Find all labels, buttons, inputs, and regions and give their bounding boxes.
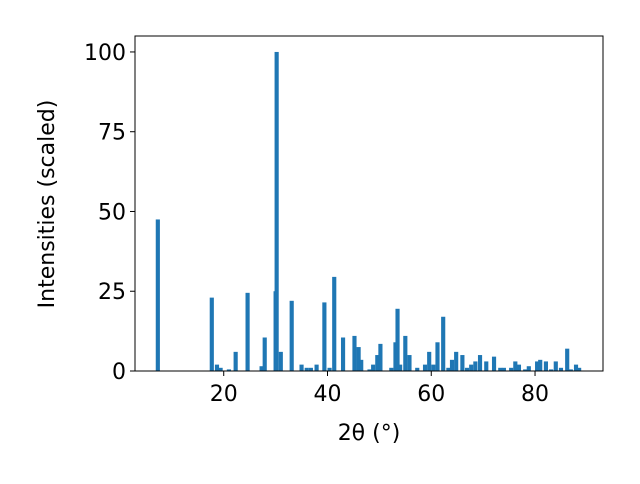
bar: [573, 364, 579, 371]
bar: [209, 297, 214, 371]
x-axis-label: 2θ (°): [338, 421, 401, 446]
bar: [454, 351, 459, 371]
bar: [395, 308, 400, 371]
bar: [473, 361, 478, 371]
bar: [407, 355, 412, 371]
bar: [558, 367, 564, 371]
x-tick-label: 60: [417, 382, 445, 407]
bar: [491, 356, 497, 371]
bar: [568, 369, 573, 371]
bar: [469, 364, 474, 371]
y-axis-label: Intensities (scaled): [35, 100, 60, 309]
bar: [415, 367, 420, 371]
bar: [449, 359, 455, 371]
bar: [535, 361, 540, 371]
bar: [464, 367, 470, 371]
y-tick-label: 25: [98, 280, 126, 305]
bar: [389, 367, 394, 371]
x-tick-label: 20: [210, 382, 238, 407]
bar: [509, 367, 514, 371]
bar: [304, 367, 309, 371]
bar: [513, 361, 518, 371]
bar: [332, 276, 337, 371]
x-tick-label: 40: [313, 382, 341, 407]
y-tick-label: 75: [98, 121, 126, 146]
bar: [460, 355, 465, 371]
bar: [543, 361, 549, 371]
bar: [446, 367, 451, 371]
bar: [214, 364, 220, 371]
bar: [274, 51, 279, 371]
bar: [422, 364, 428, 371]
bar: [245, 292, 250, 371]
x-tick-label: 80: [521, 382, 549, 407]
bar: [226, 369, 231, 371]
bar: [314, 364, 319, 371]
bar: [218, 367, 223, 371]
bar: [299, 364, 304, 371]
bar: [359, 359, 364, 371]
bar: [427, 351, 432, 371]
bar: [441, 316, 446, 371]
bar: [327, 367, 332, 371]
bar: [259, 366, 264, 371]
bar: [435, 342, 440, 371]
bar: [352, 335, 357, 371]
bar: [393, 342, 398, 371]
bar: [577, 367, 582, 371]
bar: [538, 359, 543, 371]
bar: [526, 366, 531, 371]
bar: [498, 367, 503, 371]
bar: [289, 300, 294, 371]
bar: [356, 347, 361, 371]
bar: [371, 364, 376, 371]
bar: [516, 364, 522, 371]
bar: [501, 367, 506, 371]
y-tick-label: 100: [84, 41, 126, 66]
bar: [553, 361, 558, 371]
bar: [431, 364, 436, 371]
bar: [375, 355, 380, 371]
bar: [523, 369, 528, 371]
bar: [278, 351, 283, 371]
bar: [398, 364, 403, 371]
y-tick-label: 50: [98, 200, 126, 225]
bar: [262, 337, 267, 371]
bar: [565, 348, 570, 371]
y-tick-label: 0: [112, 360, 126, 385]
bar: [155, 219, 160, 371]
bar: [340, 337, 346, 371]
bar: [308, 367, 313, 371]
bar: [549, 369, 554, 371]
bar: [322, 302, 327, 371]
bar: [378, 343, 383, 371]
bar: [367, 369, 372, 371]
bar: [403, 335, 408, 371]
bar: [233, 351, 238, 371]
bar: [477, 355, 483, 371]
plot-frame: [134, 35, 604, 372]
bar: [484, 361, 489, 371]
